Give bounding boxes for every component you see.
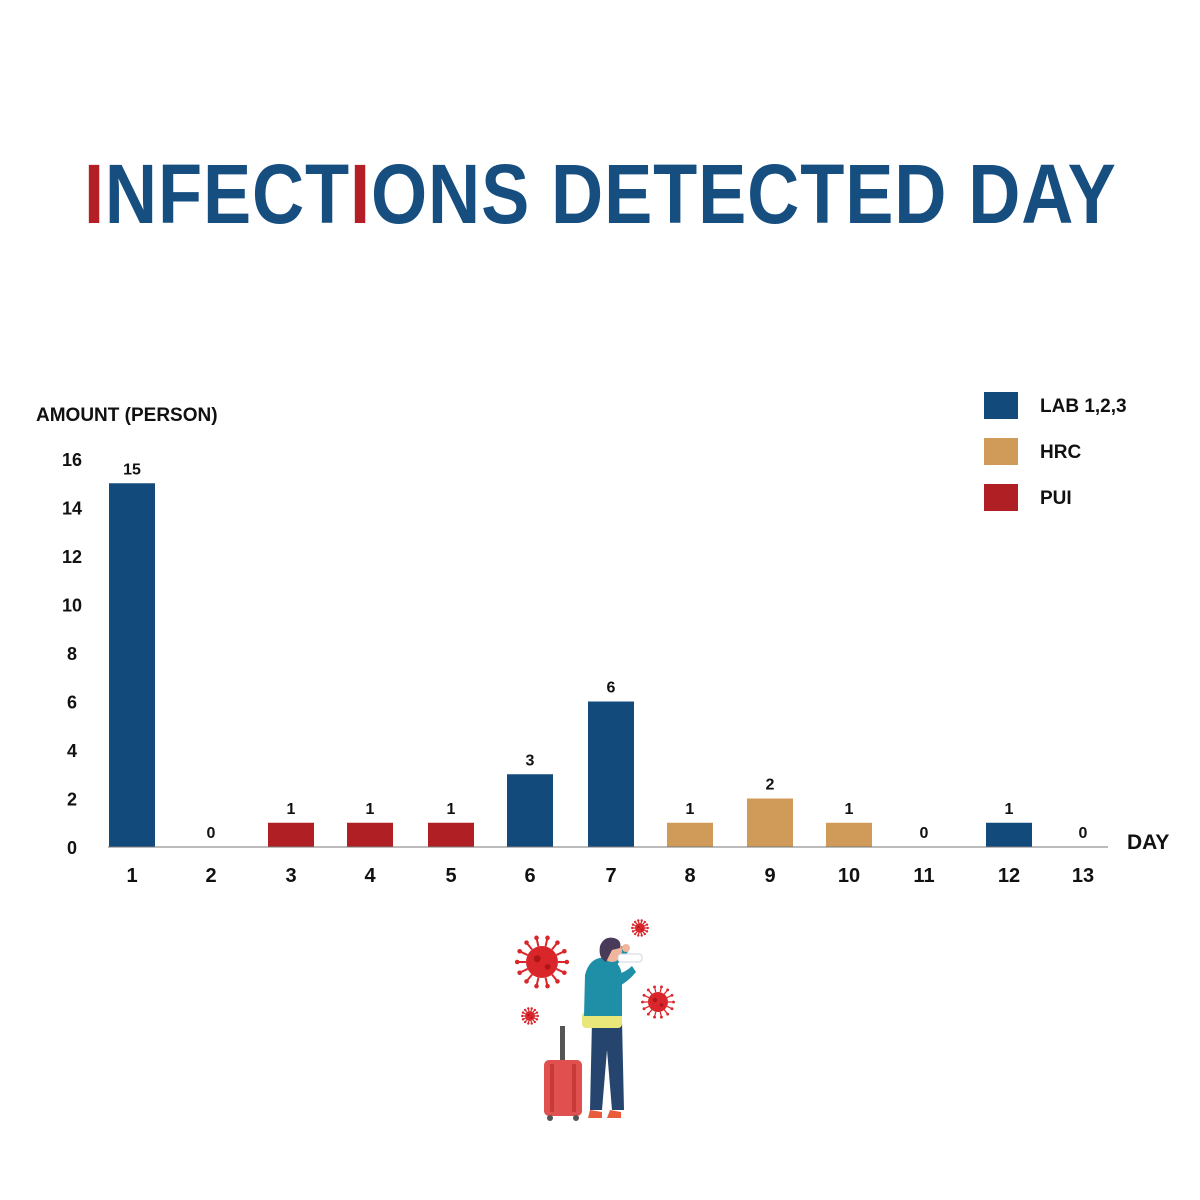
virus-icon [521,1007,539,1025]
value-label: 1 [845,801,854,818]
suitcase-icon [544,1026,582,1121]
y-tick-label: 6 [67,693,77,713]
value-label: 6 [607,680,616,697]
value-label: 1 [366,801,375,818]
bar [109,483,155,847]
legend-swatch [984,484,1018,511]
y-ticks: 0 2 4 6 8 10 12 14 16 [62,450,82,858]
y-tick-label: 0 [67,838,77,858]
y-tick-label: 2 [67,790,77,810]
value-label: 1 [1005,801,1014,818]
value-label: 3 [526,752,535,769]
y-tick-label: 8 [67,644,77,664]
y-axis-label: AMOUNT (PERSON) [36,405,218,426]
x-axis-label: DAY [1127,831,1169,854]
bar [428,822,474,847]
bars [109,483,1032,847]
bar [747,798,793,847]
chart-title: INFECTIONS DETECTED DAY [84,147,1117,241]
bar [986,822,1032,847]
bar [826,822,872,847]
value-label: 1 [686,801,695,818]
legend: LAB 1,2,3 HRC PUI [984,392,1127,511]
virus-icon [631,919,649,937]
legend-swatch [984,438,1018,465]
x-tick-label: 9 [764,865,775,887]
value-label: 2 [766,777,775,794]
x-tick-label: 5 [445,865,456,887]
bar [588,701,634,847]
y-tick-label: 10 [62,596,82,616]
x-ticks: 1 2 3 4 5 6 7 8 9 10 11 12 13 [126,865,1094,887]
x-tick-label: 12 [998,865,1020,887]
bar [268,822,314,847]
y-tick-label: 4 [67,741,77,761]
y-tick-label: 14 [62,499,82,519]
x-tick-label: 11 [913,865,934,887]
value-label: 1 [447,801,456,818]
virus-icon [514,935,570,989]
bar [507,774,553,847]
value-label: 0 [207,825,216,842]
legend-label: HRC [1040,442,1081,463]
y-axis: AMOUNT (PERSON) [36,405,218,426]
y-tick-label: 16 [62,450,82,470]
x-tick-label: 13 [1072,865,1094,887]
x-tick-label: 6 [524,865,535,887]
person-icon [582,937,643,1118]
value-label: 1 [287,801,296,818]
bar [347,822,393,847]
legend-label: LAB 1,2,3 [1040,396,1127,417]
value-label: 15 [123,461,141,478]
x-tick-label: 8 [684,865,695,887]
x-tick-label: 3 [285,865,296,887]
value-label: 0 [1079,825,1088,842]
x-tick-label: 7 [605,865,616,887]
x-tick-label: 1 [126,865,137,887]
bar [667,822,713,847]
virus-icon [641,985,675,1019]
legend-swatch [984,392,1018,419]
x-tick-label: 4 [364,865,376,887]
x-tick-label: 2 [205,865,216,887]
x-tick-label: 10 [838,865,860,887]
y-tick-label: 12 [62,547,82,567]
traveler-with-virus-illustration [514,919,675,1121]
legend-label: PUI [1040,488,1072,509]
value-labels: 15 0 1 1 1 3 6 1 2 1 0 1 0 [123,461,1087,842]
value-label: 0 [920,825,929,842]
